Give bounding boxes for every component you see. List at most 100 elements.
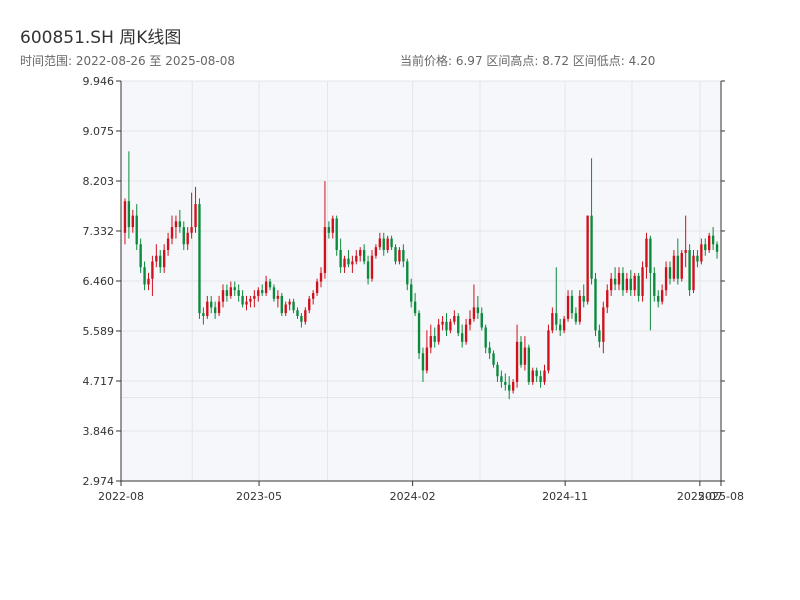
- candle-body: [429, 336, 432, 348]
- candle: [394, 244, 397, 265]
- candle: [366, 255, 370, 285]
- candle-body: [609, 278, 613, 291]
- candle: [210, 295, 213, 314]
- candle: [613, 267, 617, 291]
- candle: [519, 336, 523, 368]
- candle: [476, 295, 480, 319]
- candle: [174, 215, 178, 239]
- candle: [206, 295, 209, 319]
- candle: [559, 318, 562, 337]
- candle-body: [135, 215, 138, 245]
- candle-body: [347, 258, 350, 265]
- candle: [668, 261, 672, 285]
- candle-body: [241, 295, 244, 305]
- candle: [484, 324, 487, 354]
- candle: [198, 198, 201, 319]
- candle-body: [174, 221, 178, 228]
- candle-body: [300, 315, 303, 322]
- candle-body: [711, 235, 715, 245]
- candle: [166, 232, 170, 256]
- candle: [280, 293, 283, 316]
- candle-body: [441, 321, 444, 325]
- candle: [606, 284, 609, 314]
- candle-body: [594, 278, 597, 331]
- candle-body: [170, 227, 174, 239]
- candle-body: [680, 252, 683, 279]
- y-tick-label: 5.589: [83, 325, 115, 338]
- candle: [621, 267, 625, 296]
- candle: [555, 267, 558, 331]
- candle: [335, 215, 338, 256]
- candle: [339, 238, 342, 273]
- candle: [343, 255, 346, 273]
- candle-body: [566, 295, 570, 319]
- candle-body: [257, 290, 260, 296]
- candle-body: [139, 244, 142, 268]
- candle: [562, 315, 566, 334]
- candle-body: [362, 250, 366, 262]
- y-tick-label: 2.974: [83, 475, 115, 488]
- candle-body: [543, 370, 546, 382]
- x-tick-label: 2024-02: [390, 490, 436, 503]
- candle: [625, 272, 629, 294]
- candle-body: [578, 295, 581, 322]
- candle: [460, 324, 464, 348]
- candle-body: [261, 290, 264, 294]
- candle-body: [304, 310, 307, 322]
- candle-body: [315, 281, 319, 294]
- candle: [566, 290, 570, 322]
- x-tick-label: 2025-08: [698, 490, 744, 503]
- candle: [213, 301, 217, 319]
- candle-body: [645, 238, 648, 268]
- candle-body: [684, 250, 687, 253]
- candle: [523, 336, 527, 371]
- candle-body: [288, 301, 291, 305]
- candle: [480, 307, 483, 331]
- candle-body: [206, 301, 209, 316]
- candle: [547, 324, 550, 374]
- candle: [543, 364, 546, 385]
- candle-body: [308, 298, 311, 311]
- candle-body: [335, 218, 338, 251]
- candle-body: [633, 275, 636, 291]
- candle-body: [331, 218, 334, 233]
- candle: [704, 238, 707, 256]
- candle: [594, 272, 597, 337]
- candle: [323, 181, 327, 279]
- candle: [598, 324, 601, 348]
- candle-body: [370, 255, 374, 279]
- candle-body: [217, 301, 221, 314]
- candle-body: [159, 255, 162, 268]
- candle: [696, 250, 699, 268]
- candle: [143, 261, 146, 291]
- candle-body: [586, 215, 589, 302]
- candle: [253, 290, 256, 308]
- candle-body: [237, 290, 240, 296]
- candle: [582, 284, 585, 308]
- candle-body: [210, 301, 213, 308]
- candle-body: [229, 287, 233, 296]
- candle: [261, 284, 264, 296]
- candle: [331, 215, 334, 239]
- chart-title: 600851.SH 周K线图: [20, 28, 182, 48]
- candle-body: [264, 281, 268, 294]
- candle-body: [327, 227, 331, 233]
- candle: [276, 290, 280, 308]
- candle: [131, 209, 134, 233]
- candle: [170, 215, 174, 245]
- candle: [147, 272, 150, 291]
- candle: [374, 244, 378, 259]
- candle: [292, 298, 295, 314]
- y-tick-label: 7.332: [83, 225, 115, 238]
- candle: [692, 250, 695, 294]
- candle-body: [245, 301, 248, 305]
- candle: [284, 301, 287, 316]
- candle: [527, 344, 531, 385]
- candle: [241, 290, 244, 308]
- candle-body: [453, 315, 456, 322]
- candle: [319, 267, 323, 288]
- candle: [649, 235, 652, 331]
- candle: [327, 221, 331, 239]
- candle: [264, 275, 268, 296]
- candle: [492, 350, 495, 368]
